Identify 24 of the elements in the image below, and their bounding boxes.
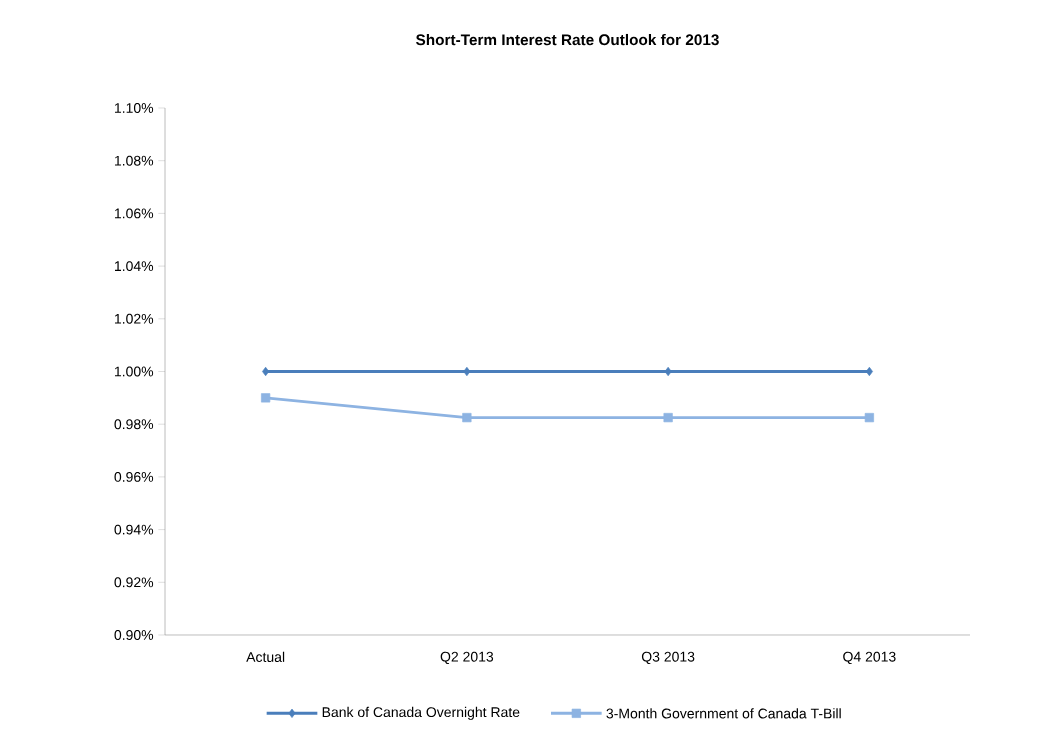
point <box>663 413 673 423</box>
x-tick-label: Q4 2013 <box>843 651 896 665</box>
y-tick-label: 1.04% <box>114 261 154 272</box>
y-tick-label: 0.96% <box>114 471 154 482</box>
x-tick-label: Q3 2013 <box>641 651 695 665</box>
point <box>462 413 472 423</box>
legend-label: 3-Month Government of Canada T-Bill <box>606 708 841 719</box>
point <box>261 393 271 403</box>
y-tick-label: 0.94% <box>114 524 154 535</box>
x-tick-label: Actual <box>246 651 285 662</box>
y-tick-label: 1.00% <box>114 366 154 377</box>
y-tick-label: 0.92% <box>114 577 154 588</box>
y-tick-label: 1.06% <box>114 208 154 219</box>
y-tick-label: 1.02% <box>114 313 154 324</box>
y-tick-label: 0.90% <box>114 630 154 640</box>
y-tick-label: 1.10% <box>114 103 154 113</box>
y-tick-label: 1.08% <box>114 155 154 166</box>
point <box>463 366 471 377</box>
x-tick-label: Q2 2013 <box>440 651 494 665</box>
point <box>664 366 672 377</box>
y-tick-label: 0.98% <box>114 419 154 430</box>
chart-title: Short-Term Interest Rate Outlook for 2013 <box>416 33 719 46</box>
legend-label: Bank of Canada Overnight Rate <box>322 706 520 720</box>
point <box>864 413 874 423</box>
